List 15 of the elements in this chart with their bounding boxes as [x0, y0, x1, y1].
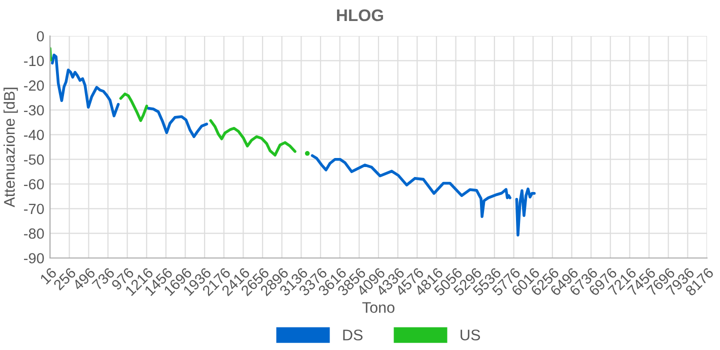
legend-label: US [460, 330, 480, 340]
y-tick-label: -90 [24, 253, 44, 264]
y-axis-title: Attenuazione [dB] [4, 88, 18, 208]
y-tick-label: -50 [24, 154, 44, 165]
y-tick-label: -60 [24, 179, 44, 190]
y-tick-label: -40 [24, 130, 44, 140]
y-tick-label: -80 [24, 228, 44, 239]
legend-label: DS [343, 330, 363, 340]
y-tick-label: -20 [24, 80, 44, 91]
y-tick-label: -30 [24, 105, 44, 116]
x-axis-title: Tono [362, 302, 394, 313]
y-tick-label: -70 [24, 204, 44, 214]
y-tick-label: 0 [36, 31, 44, 42]
chart-title: HLOG [337, 9, 384, 22]
y-tick-label: -10 [24, 56, 44, 66]
